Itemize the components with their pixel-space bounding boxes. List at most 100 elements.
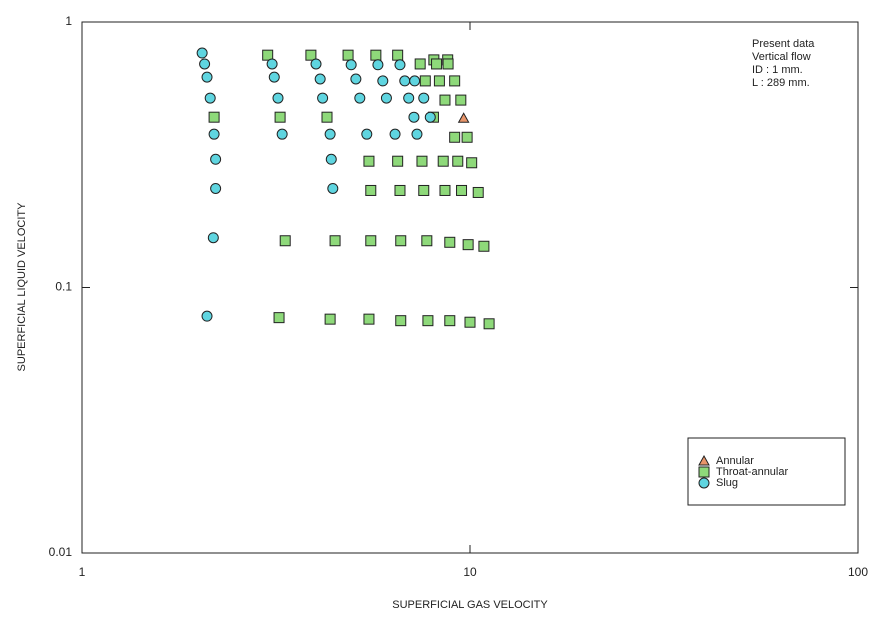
- marker: [421, 235, 433, 247]
- marker: [444, 315, 456, 327]
- marker: [276, 128, 288, 140]
- annotation-line: Present data: [752, 38, 815, 50]
- annotation-line: ID : 1 mm.: [752, 64, 803, 76]
- marker: [411, 128, 423, 140]
- x-tick-label: 10: [463, 565, 477, 579]
- marker: [395, 235, 407, 247]
- marker: [472, 186, 484, 198]
- marker: [266, 58, 278, 70]
- marker: [418, 184, 430, 196]
- legend-label: Slug: [716, 477, 738, 489]
- marker: [389, 128, 401, 140]
- marker: [210, 182, 222, 194]
- marker: [372, 59, 384, 71]
- marker: [196, 47, 208, 59]
- marker: [324, 313, 336, 325]
- marker: [483, 318, 495, 330]
- y-tick-label: 0.1: [55, 280, 72, 294]
- marker: [310, 58, 322, 70]
- marker: [452, 155, 464, 167]
- marker: [394, 59, 406, 71]
- marker: [395, 315, 407, 327]
- marker: [418, 92, 430, 104]
- marker: [394, 184, 406, 196]
- marker: [208, 111, 220, 123]
- marker: [422, 315, 434, 327]
- marker: [380, 92, 392, 104]
- marker: [414, 58, 426, 70]
- marker: [207, 232, 219, 244]
- marker: [416, 155, 428, 167]
- marker: [365, 184, 377, 196]
- marker: [466, 157, 478, 169]
- marker: [455, 94, 467, 106]
- annotation-line: L : 289 mm.: [752, 77, 810, 89]
- marker: [464, 316, 476, 328]
- marker: [208, 128, 220, 140]
- marker: [279, 235, 291, 247]
- marker: [350, 73, 362, 85]
- marker: [324, 128, 336, 140]
- marker: [327, 182, 339, 194]
- marker: [433, 75, 445, 87]
- marker: [345, 59, 357, 71]
- legend-label: Throat-annular: [716, 466, 788, 478]
- legend-marker: [698, 466, 710, 478]
- marker: [424, 111, 436, 123]
- marker: [272, 92, 284, 104]
- marker: [361, 128, 373, 140]
- marker: [444, 236, 456, 248]
- marker: [419, 75, 431, 87]
- marker: [462, 239, 474, 251]
- marker: [329, 235, 341, 247]
- marker: [456, 184, 468, 196]
- marker: [274, 111, 286, 123]
- marker: [431, 58, 443, 70]
- legend-box: [687, 437, 846, 506]
- marker: [442, 58, 454, 70]
- marker: [408, 111, 420, 123]
- marker: [370, 49, 382, 61]
- marker: [409, 75, 421, 87]
- y-tick-label: 0.01: [49, 545, 73, 559]
- marker: [204, 92, 216, 104]
- marker: [399, 75, 411, 87]
- marker: [403, 92, 415, 104]
- marker: [273, 312, 285, 324]
- marker: [325, 153, 337, 165]
- marker: [201, 71, 213, 83]
- marker: [210, 153, 222, 165]
- y-tick-label: 1: [65, 14, 72, 28]
- marker: [305, 49, 317, 61]
- marker: [363, 313, 375, 325]
- legend-marker: [698, 477, 710, 489]
- marker: [392, 155, 404, 167]
- marker: [461, 131, 473, 143]
- legend-marker: [698, 454, 710, 466]
- marker: [439, 94, 451, 106]
- marker: [317, 92, 329, 104]
- marker: [449, 75, 461, 87]
- x-tick-label: 1: [79, 565, 86, 579]
- x-tick-label: 100: [848, 565, 868, 579]
- marker: [354, 92, 366, 104]
- marker: [478, 240, 490, 252]
- marker: [321, 111, 333, 123]
- x-axis-label: SUPERFICIAL GAS VELOCITY: [392, 599, 548, 611]
- annotation-line: Vertical flow: [752, 51, 811, 63]
- marker: [262, 49, 274, 61]
- marker: [342, 49, 354, 61]
- marker: [199, 58, 211, 70]
- legend-label: Annular: [716, 455, 754, 467]
- marker: [392, 49, 404, 61]
- marker: [439, 184, 451, 196]
- marker: [201, 310, 213, 322]
- marker: [314, 73, 326, 85]
- y-axis-label: SUPERFICIAL LIQUID VELOCITY: [16, 202, 28, 372]
- marker: [363, 155, 375, 167]
- marker: [449, 131, 461, 143]
- marker: [377, 75, 389, 87]
